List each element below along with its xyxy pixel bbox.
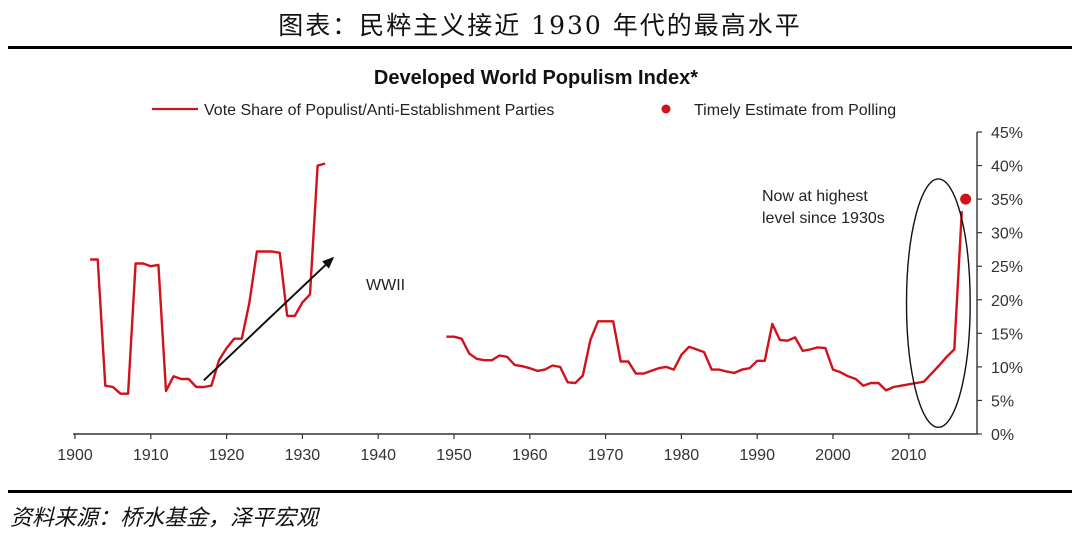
x-tick-label: 1920 [209,447,245,464]
x-tick-label: 1990 [739,447,775,464]
x-tick-label: 1930 [285,447,321,464]
top-rule [8,46,1072,49]
y-tick-label: 15% [991,326,1023,343]
legend-label-vote-share: Vote Share of Populist/Anti-Establishmen… [204,102,554,119]
x-tick-label: 1940 [360,447,396,464]
y-tick-label: 35% [991,192,1023,209]
x-tick-label: 1960 [512,447,548,464]
x-tick-label: 1900 [57,447,93,464]
page-heading: 图表：民粹主义接近 1930 年代的最高水平 [278,11,802,40]
legend-dot-swatch [661,104,671,114]
y-tick-label: 0% [991,427,1014,444]
plot-area: 1900 1910 1920 1930 1940 1950 1960 1970 1980 1990… [57,125,1023,464]
bottom-rule [8,490,1072,493]
series-line-segment-1 [90,162,326,395]
polling-estimate-point [960,193,972,205]
legend-label-polling: Timely Estimate from Polling [694,102,896,119]
chart-title: Developed World Populism Index* [374,67,698,89]
x-tick-label: 1970 [588,447,624,464]
x-tick-label: 2010 [891,447,927,464]
series-line-segment-2 [446,211,963,392]
y-tick-label: 40% [991,159,1023,176]
y-tick-label: 5% [991,393,1014,410]
annotation-now-line1: Now at highest [762,188,868,205]
y-tick-label: 25% [991,259,1023,276]
x-tick-label: 2000 [815,447,851,464]
y-tick-label: 45% [991,125,1023,142]
x-tick-label: 1950 [436,447,472,464]
annotation-wwii: WWII [366,277,405,294]
x-tick-label: 1910 [133,447,169,464]
legend: Vote Share of Populist/Anti-Establishmen… [152,102,896,119]
y-tick-label: 10% [991,360,1023,377]
source-note: 资料来源：桥水基金，泽平宏观 [10,506,319,531]
highlight-ellipse [905,178,971,428]
trend-arrow [203,256,335,382]
x-tick-label: 1980 [664,447,700,464]
populism-chart: Developed World Populism Index* Vote Sha… [57,67,1023,464]
y-tick-label: 30% [991,226,1023,243]
y-tick-label: 20% [991,293,1023,310]
annotation-now-line2: level since 1930s [762,210,885,227]
